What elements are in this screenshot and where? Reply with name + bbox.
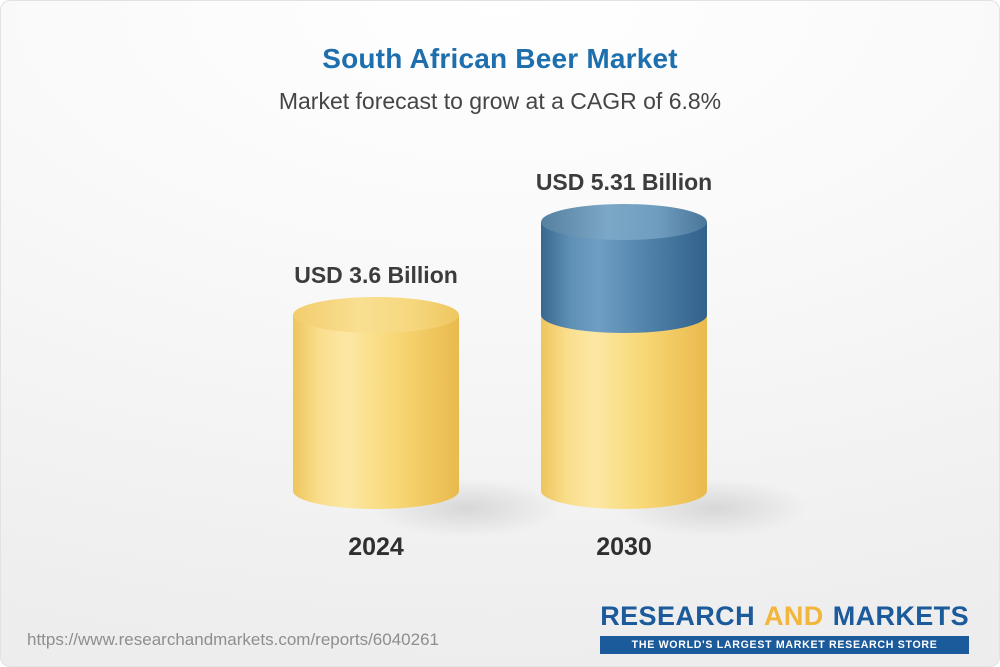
logo-word-research: RESEARCH [600,601,755,631]
report-url-link[interactable]: https://www.researchandmarkets.com/repor… [27,630,439,649]
x-axis-label-2024: 2024 [348,533,404,561]
chart-subtitle: Market forecast to grow at a CAGR of 6.8… [278,88,722,114]
cylinder-2024-top-ellipse [293,296,459,333]
value-label-2024: USD 3.6 Billion [294,261,458,288]
cylinder-2024-body [293,314,459,509]
chart-title: South African Beer Market [322,43,678,74]
logo-word-and: AND [763,601,824,631]
logo-wordmark: RESEARCH AND MARKETS [600,601,969,632]
cylinder-2030-top-ellipse [541,204,707,241]
x-axis-label-2030: 2030 [596,533,652,561]
cylinder-2030-base-segment [541,314,707,509]
logo-word-markets: MARKETS [832,601,969,631]
cylinder-2030-growth-segment [541,222,707,333]
value-label-2030: USD 5.31 Billion [535,169,713,196]
research-and-markets-logo: RESEARCH AND MARKETS THE WORLD'S LARGEST… [600,601,969,654]
logo-tagline: THE WORLD'S LARGEST MARKET RESEARCH STOR… [600,636,969,654]
